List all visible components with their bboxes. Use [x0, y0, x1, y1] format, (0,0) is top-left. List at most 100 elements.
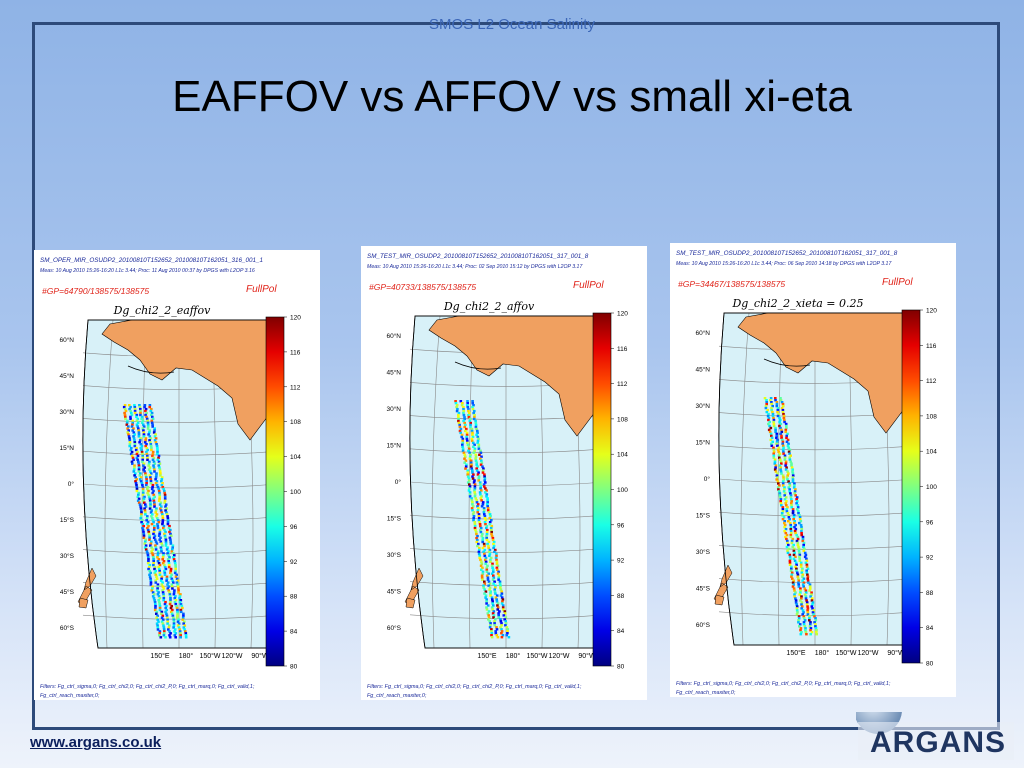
meridian-line — [104, 319, 114, 649]
longitude-label: 150°E — [477, 652, 496, 660]
latitude-label: 15°S — [696, 512, 711, 520]
slide-header: SMOS L2 Ocean Salinity — [429, 16, 595, 33]
colorbar-tick-label: 108 — [290, 419, 301, 426]
parallel-line — [82, 483, 279, 489]
longitude-label: 90°W — [887, 649, 905, 657]
latitude-label: 60°N — [695, 329, 710, 337]
latitude-label: 15°N — [59, 444, 74, 452]
latitude-label: 0° — [68, 480, 75, 488]
longitude-label: 180° — [506, 652, 521, 660]
longitude-label: 120°W — [548, 652, 569, 660]
colorbar-tick-label: 108 — [617, 416, 628, 423]
map-panel-3: SM_TEST_MIR_OSUDP2_20100810T152652_20100… — [670, 243, 956, 697]
latitude-label: 0° — [395, 478, 402, 486]
product-filename: SM_TEST_MIR_OSUDP2_20100810T152652_20100… — [676, 250, 898, 257]
latitude-label: 60°S — [387, 624, 402, 632]
polarisation-label: FullPol — [573, 280, 604, 291]
filters-line-2: Fg_ctrl_reach_maxiter,0; — [676, 690, 736, 696]
colorbar-tick-label: 100 — [926, 484, 937, 491]
latitude-label: 30°N — [386, 405, 401, 413]
latitude-label: 15°S — [60, 516, 75, 524]
latitude-label: 45°N — [59, 372, 74, 380]
map-title: Dg_chi2_2_eaffov — [113, 304, 212, 317]
map-area — [713, 312, 917, 646]
colorbar-tick-label: 116 — [617, 346, 628, 353]
colorbar-tick-label: 96 — [926, 519, 934, 526]
filters-line-1: Filters: Fg_ctrl_sigma,0; Fg_ctrl_chi2,0… — [676, 681, 891, 687]
colorbar-tick-label: 80 — [617, 664, 625, 671]
colorbar-tick-label: 100 — [617, 487, 628, 494]
argans-logo: ARGANS — [856, 712, 1014, 760]
parallel-line — [82, 450, 279, 456]
latitude-label: 30°S — [387, 551, 402, 559]
colorbar-tick-label: 84 — [926, 625, 934, 632]
parallel-line — [82, 582, 279, 587]
longitude-label: 180° — [179, 652, 194, 660]
latitude-label: 30°N — [695, 402, 710, 410]
footer-url-link[interactable]: www.argans.co.uk — [30, 734, 162, 751]
colorbar-tick-label: 80 — [926, 661, 934, 668]
product-filename: SM_TEST_MIR_OSUDP2_20100810T152652_20100… — [367, 253, 589, 260]
colorbar-tick-label: 120 — [617, 311, 628, 318]
latitude-label: 45°S — [696, 585, 711, 593]
longitude-label: 180° — [815, 649, 830, 657]
map-panel-1: SM_OPER_MIR_OSUDP2_20100810T152652_20100… — [34, 250, 320, 700]
colorbar — [592, 312, 612, 667]
colorbar — [901, 309, 921, 664]
parallel-line — [409, 448, 606, 454]
polarisation-label: FullPol — [882, 277, 913, 288]
latitude-label: 30°N — [59, 408, 74, 416]
gp-count: #GP=40733/138575/138575 — [369, 282, 476, 292]
map-panel-2: SM_TEST_MIR_OSUDP2_20100810T152652_20100… — [361, 246, 647, 700]
colorbar-tick-label: 84 — [617, 628, 625, 635]
colorbar-tick-label: 120 — [926, 308, 937, 315]
map-area — [77, 319, 281, 649]
colorbar-tick-label: 88 — [290, 594, 298, 601]
product-filename: SM_OPER_MIR_OSUDP2_20100810T152652_20100… — [40, 257, 263, 264]
parallel-line — [409, 548, 606, 553]
logo-text: ARGANS — [870, 726, 1006, 759]
longitude-label: 120°W — [221, 652, 242, 660]
colorbar-tick-label: 104 — [617, 452, 628, 459]
colorbar-tick-label: 108 — [926, 413, 937, 420]
slide-frame — [32, 22, 1000, 730]
latitude-label: 30°S — [696, 548, 711, 556]
longitude-label: 90°W — [578, 652, 596, 660]
meridian-line — [431, 315, 441, 649]
filters-line-1: Filters: Fg_ctrl_sigma,0; Fg_ctrl_chi2,0… — [367, 684, 582, 690]
colorbar-tick-label: 84 — [290, 629, 298, 636]
land-fragment — [78, 597, 89, 609]
parallel-line — [409, 481, 606, 487]
colorbar-tick-label: 88 — [926, 590, 934, 597]
polarisation-label: FullPol — [246, 284, 277, 295]
latitude-label: 60°N — [386, 332, 401, 340]
longitude-label: 150°W — [526, 652, 547, 660]
parallel-line — [718, 478, 915, 484]
parallel-line — [718, 511, 915, 517]
parallel-line — [82, 549, 279, 554]
latitude-label: 45°S — [387, 588, 402, 596]
latitude-label: 45°S — [60, 588, 75, 596]
colorbar-tick-label: 112 — [926, 378, 937, 385]
latitude-label: 60°N — [59, 336, 74, 344]
longitude-label: 150°E — [150, 652, 169, 660]
longitude-label: 150°E — [786, 649, 805, 657]
longitude-label: 150°W — [199, 652, 220, 660]
parallel-line — [718, 578, 915, 583]
latitude-label: 30°S — [60, 552, 75, 560]
latitude-label: 15°N — [695, 439, 710, 447]
longitude-label: 90°W — [251, 652, 269, 660]
swath-data — [454, 400, 511, 639]
gp-count: #GP=64790/138575/138575 — [42, 286, 149, 296]
colorbar-tick-label: 96 — [617, 522, 625, 529]
latitude-label: 15°N — [386, 442, 401, 450]
land-fragment — [714, 594, 725, 606]
parallel-line — [718, 545, 915, 550]
colorbar-tick-label: 120 — [290, 315, 301, 322]
slide-title: EAFFOV vs AFFOV vs small xi-eta — [172, 72, 852, 121]
latitude-label: 45°N — [695, 366, 710, 374]
latitude-label: 60°S — [60, 624, 75, 632]
map-title: Dg_chi2_2_affov — [443, 300, 535, 313]
swath-data — [763, 397, 818, 636]
colorbar-tick-label: 92 — [290, 559, 298, 566]
